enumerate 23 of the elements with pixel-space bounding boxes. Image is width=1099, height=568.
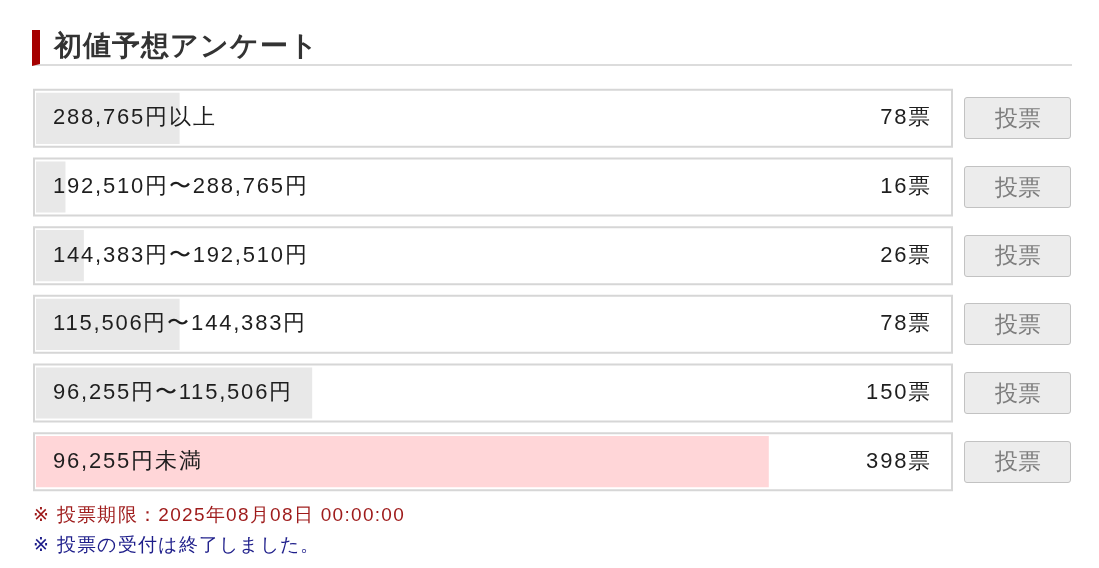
data-label: 26票 bbox=[880, 241, 932, 267]
chart-title: 初値予想アンケート bbox=[32, 30, 1072, 66]
vote-button: 投票 bbox=[964, 303, 1071, 346]
text: ※ 投票期限：2025年08月08日 00:00:00 bbox=[33, 503, 406, 527]
vote-button: 投票 bbox=[964, 440, 1071, 483]
data-label: 78票 bbox=[880, 310, 932, 336]
bar bbox=[36, 367, 313, 419]
y-tick-label: 96,255円〜115,506円 bbox=[53, 379, 293, 405]
data-label: 398票 bbox=[866, 447, 932, 473]
y-tick-label: 288,765円以上 bbox=[53, 104, 217, 130]
vote-button: 投票 bbox=[964, 97, 1071, 140]
data-label: 150票 bbox=[866, 379, 932, 405]
y-tick-label: 115,506円〜144,383円 bbox=[53, 310, 308, 336]
bar bbox=[36, 436, 769, 488]
y-tick-label: 192,510円〜288,765円 bbox=[53, 173, 309, 199]
data-label: 78票 bbox=[880, 104, 932, 130]
text: ※ 投票の受付は終了しました。 bbox=[33, 533, 321, 557]
y-tick-label: 96,255円未満 bbox=[53, 447, 203, 473]
data-label: 16票 bbox=[880, 173, 932, 199]
vote-button: 投票 bbox=[964, 166, 1071, 208]
y-tick-label: 144,383円〜192,510円 bbox=[53, 241, 309, 267]
vote-button: 投票 bbox=[964, 234, 1071, 277]
vote-button: 投票 bbox=[964, 372, 1071, 414]
